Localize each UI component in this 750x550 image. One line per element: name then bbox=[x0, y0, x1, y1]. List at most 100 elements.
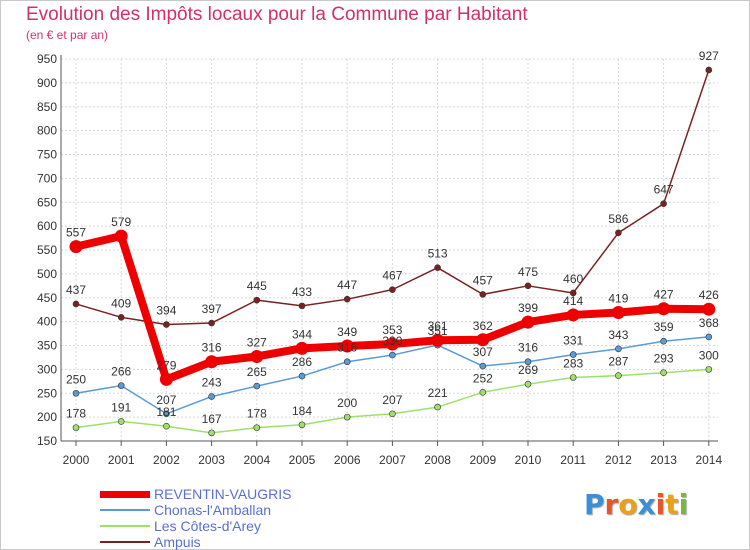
logo-letter: t bbox=[665, 488, 679, 521]
y-tick-label: 550 bbox=[37, 243, 57, 257]
legend-item-les-cotes-darey: Les Côtes-d'Arey bbox=[100, 518, 291, 534]
data-label: 307 bbox=[473, 345, 493, 359]
data-point bbox=[117, 382, 125, 389]
y-tick-label: 800 bbox=[37, 124, 57, 138]
legend-label: Ampuis bbox=[154, 534, 201, 550]
y-tick-label: 750 bbox=[37, 148, 57, 162]
data-label: 279 bbox=[156, 358, 176, 372]
data-point bbox=[343, 413, 351, 421]
data-label: 293 bbox=[654, 352, 674, 366]
legend-swatch-ampuis bbox=[100, 541, 150, 543]
x-tick-label: 2003 bbox=[198, 453, 225, 467]
data-label: 457 bbox=[473, 273, 493, 287]
data-label: 579 bbox=[111, 215, 131, 229]
data-point bbox=[660, 337, 667, 345]
data-point bbox=[479, 291, 487, 298]
y-tick-label: 350 bbox=[37, 339, 57, 353]
data-label: 316 bbox=[202, 341, 222, 355]
data-point bbox=[611, 306, 625, 320]
legend-swatch-reventin-vaugris bbox=[100, 490, 150, 498]
logo-letter: P bbox=[584, 488, 605, 521]
data-label: 200 bbox=[337, 396, 357, 410]
data-label: 265 bbox=[247, 365, 267, 379]
data-label: 647 bbox=[654, 183, 674, 197]
y-tick-label: 900 bbox=[37, 76, 57, 90]
data-point bbox=[705, 366, 713, 373]
data-point bbox=[389, 286, 396, 293]
logo-letter: r bbox=[604, 488, 619, 521]
logo-letter: o bbox=[618, 488, 638, 521]
x-tick-label: 2010 bbox=[515, 453, 542, 467]
logo-letter: i bbox=[678, 488, 689, 521]
data-point bbox=[295, 341, 309, 355]
data-point bbox=[479, 388, 487, 396]
data-label: 394 bbox=[156, 303, 176, 317]
data-point bbox=[343, 358, 351, 366]
data-label: 207 bbox=[156, 393, 176, 407]
data-label: 269 bbox=[518, 363, 538, 377]
data-label: 300 bbox=[699, 348, 719, 362]
legend-swatch-les-cotes-darey bbox=[100, 525, 150, 527]
data-label: 513 bbox=[428, 247, 448, 261]
data-labels: 437 409 394 397 445 433 447 467 513 457 475 460 586 6… bbox=[66, 49, 719, 426]
x-tick-label: 2013 bbox=[650, 453, 677, 467]
data-label: 167 bbox=[202, 412, 222, 426]
y-tick-label: 600 bbox=[37, 219, 57, 233]
legend-label: Les Côtes-d'Arey bbox=[154, 518, 261, 534]
x-tick-label: 2006 bbox=[334, 453, 361, 467]
data-label: 191 bbox=[111, 400, 131, 414]
y-tick-label: 150 bbox=[37, 434, 57, 448]
data-point bbox=[569, 374, 577, 381]
data-point bbox=[389, 410, 396, 418]
data-label: 427 bbox=[654, 288, 674, 302]
data-point bbox=[250, 349, 264, 363]
data-point bbox=[569, 351, 577, 358]
y-tick-label: 950 bbox=[37, 52, 57, 66]
y-tick-label: 850 bbox=[37, 100, 57, 114]
data-label: 433 bbox=[292, 285, 312, 299]
data-point bbox=[657, 302, 671, 316]
x-tick-label: 2004 bbox=[243, 453, 270, 467]
y-tick-label: 400 bbox=[37, 315, 57, 329]
data-point bbox=[253, 424, 261, 431]
data-label: 399 bbox=[518, 301, 538, 315]
data-point bbox=[298, 421, 306, 429]
data-point bbox=[569, 289, 577, 297]
data-label: 467 bbox=[382, 269, 402, 283]
data-label: 351 bbox=[428, 324, 448, 338]
legend-swatch-chonas-lamballan bbox=[100, 509, 150, 511]
chart-subtitle: (en € et par an) bbox=[26, 28, 109, 42]
y-tick-label: 250 bbox=[37, 386, 57, 400]
data-label: 283 bbox=[563, 356, 583, 370]
data-label: 445 bbox=[247, 279, 267, 293]
data-point bbox=[159, 372, 173, 386]
data-label: 437 bbox=[66, 283, 86, 297]
data-point bbox=[705, 333, 713, 341]
axes: 150 200 250 300 350 400 450 500 550 600 650 700 750 8… bbox=[37, 52, 723, 467]
data-label: 927 bbox=[699, 49, 719, 63]
data-label: 207 bbox=[382, 393, 402, 407]
data-label: 252 bbox=[473, 371, 493, 385]
data-label: 447 bbox=[337, 278, 357, 292]
data-point bbox=[117, 418, 125, 425]
data-label: 286 bbox=[292, 355, 312, 369]
data-point bbox=[253, 296, 261, 304]
data-point bbox=[163, 410, 170, 418]
y-tick-label: 300 bbox=[37, 362, 57, 376]
data-label: 327 bbox=[247, 335, 267, 349]
data-point bbox=[208, 429, 215, 437]
logo-letter: i bbox=[655, 488, 666, 521]
x-tick-label: 2007 bbox=[379, 453, 406, 467]
data-point bbox=[72, 389, 80, 397]
y-tick-label: 200 bbox=[37, 410, 57, 424]
data-point bbox=[660, 200, 667, 207]
x-tick-label: 2014 bbox=[695, 453, 722, 467]
data-label: 414 bbox=[563, 294, 583, 308]
data-point bbox=[208, 319, 215, 327]
data-label: 330 bbox=[382, 334, 402, 348]
data-point bbox=[114, 229, 128, 243]
data-point bbox=[72, 300, 80, 308]
y-tick-label: 500 bbox=[37, 267, 57, 281]
data-point bbox=[431, 333, 445, 347]
